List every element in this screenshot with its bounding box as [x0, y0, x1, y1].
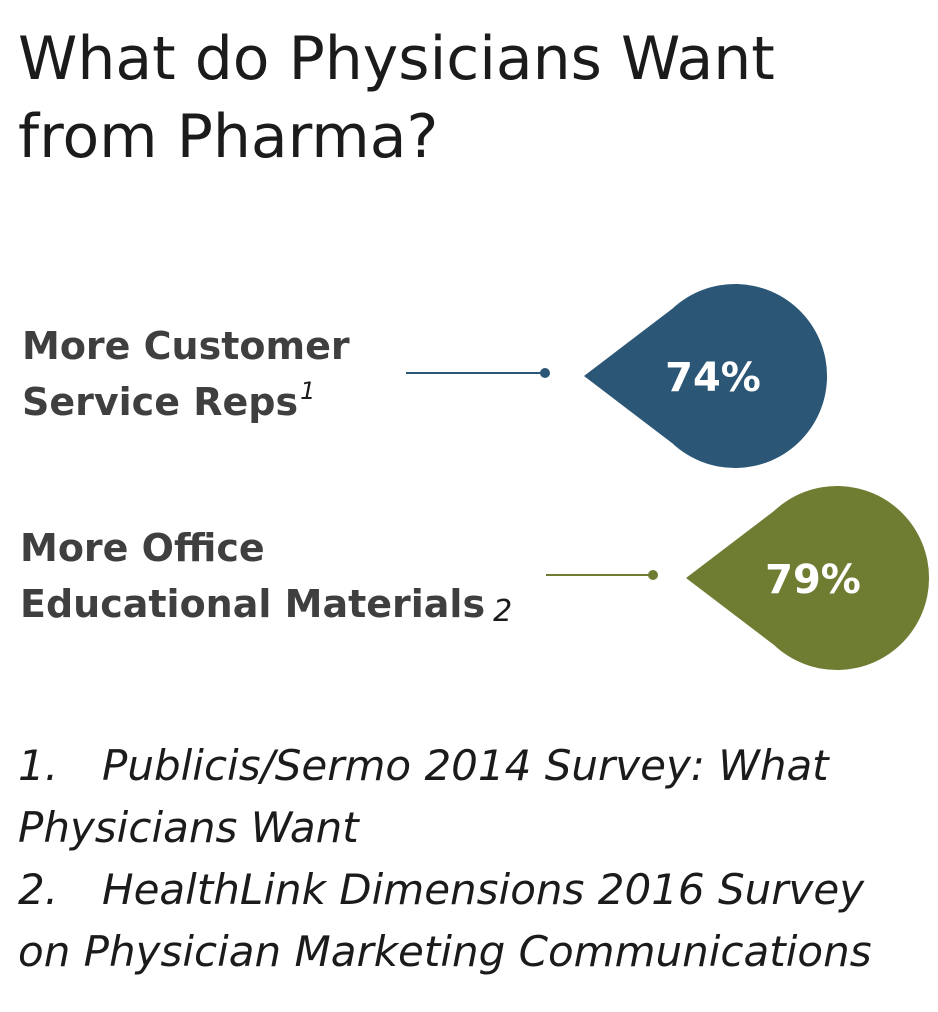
footnote-text: HealthLink Dimensions 2016 Survey on Phy… — [18, 865, 872, 976]
teardrop-shape-2 — [686, 486, 930, 670]
stat-value-74: 74% — [665, 355, 761, 401]
connector-line-1 — [406, 372, 544, 374]
stat-value-79: 79% — [765, 557, 861, 603]
stat-label-line-2: Educational Materials — [20, 582, 486, 626]
connector-dot-1 — [540, 368, 550, 378]
footnotes: 1. Publicis/Sermo 2014 Survey: What Physi… — [18, 735, 923, 983]
footnote-text: Publicis/Sermo 2014 Survey: What Physici… — [18, 741, 829, 852]
stat-label-line-1: More Office — [20, 526, 265, 570]
stat-label-line-1: More Customer — [22, 324, 350, 368]
stat-label-customer-service-reps: More Customer Service Reps1 — [22, 318, 350, 435]
footnote-1: 1. Publicis/Sermo 2014 Survey: What Physi… — [18, 735, 923, 859]
title-line-2: from Pharma? — [18, 102, 439, 172]
footnote-2: 2. HealthLink Dimensions 2016 Survey on P… — [18, 859, 923, 983]
footnote-number: 2. — [18, 865, 59, 914]
stat-badge-74: 74% — [584, 284, 828, 468]
connector-dot-2 — [648, 570, 658, 580]
page-title: What do Physicians Want from Pharma? — [18, 20, 918, 176]
footnote-number: 1. — [18, 741, 59, 790]
stat-label-office-educational-materials: More Office Educational Materials 2 — [20, 520, 512, 636]
footnote-ref-2: 2 — [493, 594, 513, 629]
teardrop-shape-1 — [584, 284, 828, 468]
stat-label-line-2: Service Reps — [22, 380, 299, 424]
connector-line-2 — [546, 574, 652, 576]
footnote-ref-1: 1 — [300, 377, 316, 405]
stat-badge-79: 79% — [686, 486, 930, 670]
title-line-1: What do Physicians Want — [18, 24, 775, 94]
